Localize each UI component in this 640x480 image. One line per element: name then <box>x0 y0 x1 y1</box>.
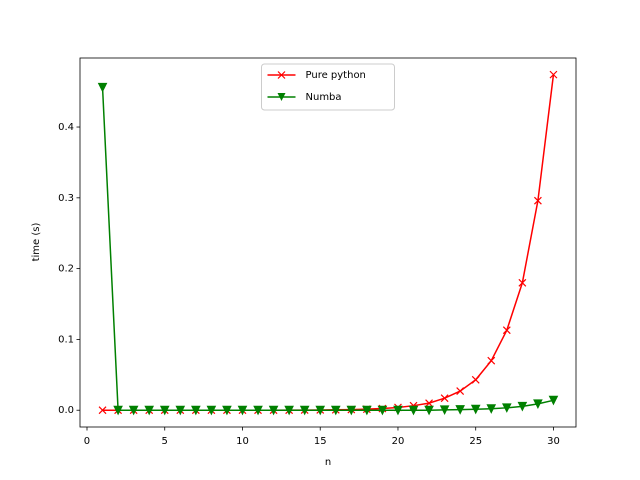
marker <box>315 405 326 416</box>
marker <box>98 406 107 415</box>
x-tick-label: 10 <box>236 436 249 447</box>
y-tick-label: 0.3 <box>58 193 74 204</box>
marker <box>501 403 512 413</box>
x-tick-label: 20 <box>392 436 405 447</box>
marker <box>253 405 263 416</box>
legend-marker <box>277 93 286 101</box>
marker <box>330 405 341 416</box>
marker <box>97 82 108 93</box>
marker <box>533 399 543 409</box>
marker <box>456 387 465 396</box>
marker <box>113 405 123 416</box>
x-tick-label: 15 <box>314 436 327 447</box>
marker <box>299 405 310 416</box>
marker <box>408 405 419 416</box>
plot-frame <box>79 57 577 428</box>
marker <box>362 405 372 416</box>
marker <box>237 405 248 416</box>
x-tick-label: 5 <box>162 436 168 447</box>
y-tick-label: 0.0 <box>58 405 74 416</box>
marker <box>393 405 403 416</box>
x-tick-label: 0 <box>84 436 90 447</box>
marker <box>175 405 186 416</box>
marker <box>144 405 155 416</box>
y-tick-label: 0.2 <box>58 264 74 275</box>
legend-label: Pure python <box>306 70 366 81</box>
marker <box>284 405 294 416</box>
marker <box>346 405 357 416</box>
series-line <box>101 87 554 411</box>
marker <box>439 405 450 415</box>
marker <box>425 399 433 408</box>
marker <box>548 395 559 406</box>
marker <box>549 70 558 79</box>
marker <box>455 405 465 415</box>
marker <box>487 356 496 365</box>
marker <box>533 196 542 205</box>
marker <box>191 405 201 416</box>
marker <box>518 278 527 287</box>
legend-label: Numba <box>306 92 342 103</box>
y-axis-label: time (s) <box>31 223 42 262</box>
y-tick-label: 0.4 <box>58 122 74 133</box>
y-tick-label: 0.1 <box>58 334 74 345</box>
marker <box>206 405 217 416</box>
marker <box>471 375 480 384</box>
marker <box>424 405 434 416</box>
legend-marker <box>277 71 286 79</box>
x-axis-label: n <box>325 457 331 468</box>
marker <box>440 394 449 403</box>
x-tick-label: 25 <box>469 436 482 447</box>
marker <box>470 404 481 415</box>
series-line <box>102 74 555 411</box>
marker <box>222 405 232 416</box>
marker <box>502 326 511 335</box>
marker <box>517 401 528 412</box>
marker <box>377 405 388 416</box>
marker <box>128 405 139 416</box>
x-tick-label: 30 <box>547 436 560 447</box>
marker <box>486 404 497 414</box>
marker <box>159 405 170 416</box>
marker <box>268 405 279 416</box>
